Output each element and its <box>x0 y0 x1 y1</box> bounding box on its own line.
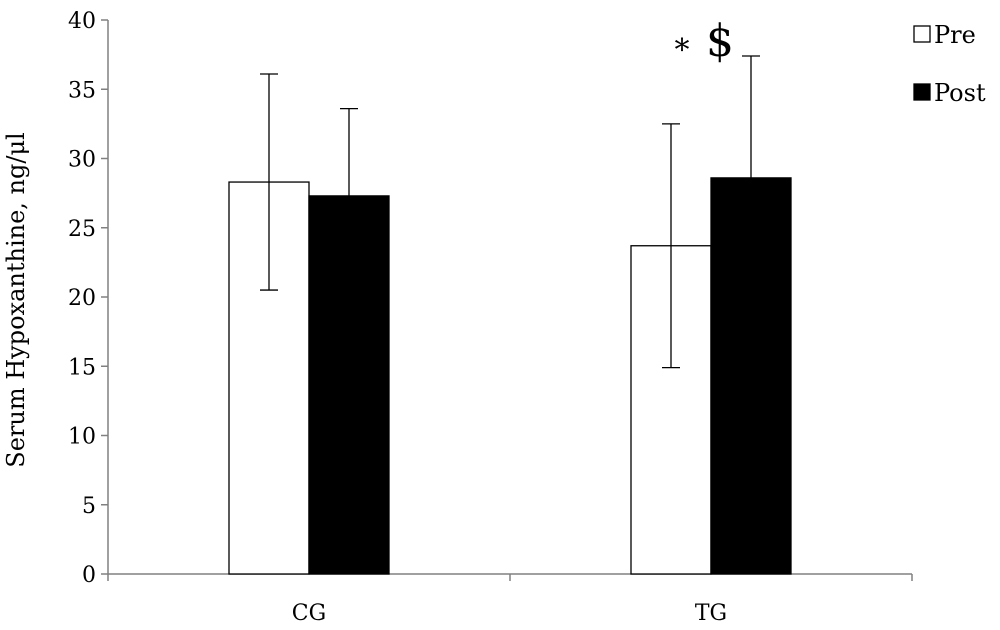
y-axis: 0 5 10 15 20 25 30 35 40 <box>68 9 109 588</box>
y-tick-label: 35 <box>68 78 96 103</box>
y-tick-label: 20 <box>68 286 96 311</box>
error-bars <box>260 55 760 369</box>
y-tick-label: 40 <box>68 9 96 34</box>
x-tick-label: CG <box>292 601 326 626</box>
y-tick-label: 0 <box>82 563 96 588</box>
x-axis: CG TG <box>107 573 913 626</box>
y-tick-label: 5 <box>82 494 96 519</box>
legend-swatch-pre <box>913 25 931 43</box>
annotation-asterisk: * <box>675 33 690 68</box>
legend-label-pre: Pre <box>934 21 976 49</box>
y-tick-label: 15 <box>68 355 96 380</box>
legend-swatch-post <box>913 83 931 101</box>
y-tick-label: 10 <box>68 425 96 450</box>
x-tick-label: TG <box>695 601 727 626</box>
y-tick-label: 30 <box>68 148 96 173</box>
legend: Pre Post <box>913 21 986 107</box>
annotation-dollar: $ <box>706 16 734 67</box>
y-axis-title: Serum Hypoxanthine, ng/μl <box>2 132 30 467</box>
bars <box>228 177 792 575</box>
y-tick-label: 25 <box>68 217 96 242</box>
legend-label-post: Post <box>934 79 986 107</box>
